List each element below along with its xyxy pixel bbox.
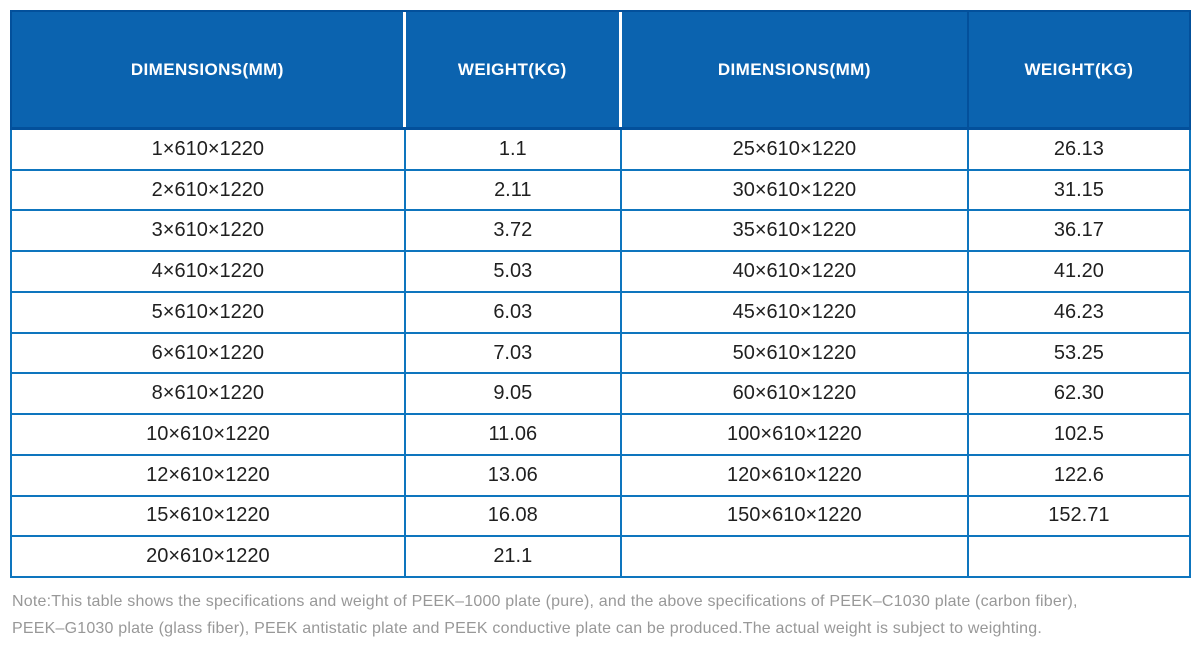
note-line-1: Note:This table shows the specifications…	[12, 593, 1078, 610]
weight-cell: 31.15	[1053, 178, 1104, 201]
table-row: 6×610×1220 7.03 50×610×1220 53.25	[12, 333, 1189, 375]
weight-cell: 53.25	[1053, 341, 1104, 364]
dimensions-cell	[622, 537, 969, 577]
dimensions-cell: 15×610×1220	[12, 496, 406, 536]
dimensions-cell: 45×610×1220	[622, 292, 969, 332]
dimensions-cell: 20×610×1220	[12, 537, 406, 577]
weight-cell: 3.72	[406, 211, 622, 251]
table-header-row: DIMENSIONS(MM) WEIGHT(KG) DIMENSIONS(MM)…	[10, 10, 1191, 130]
dimensions-cell: 30×610×1220	[622, 170, 969, 210]
dimensions-cell: 100×610×1220	[622, 415, 969, 454]
table-row: 20×610×1220 21.1	[12, 537, 1189, 577]
weight-cell: 26.13	[1053, 137, 1104, 160]
header-weight-left: WEIGHT(KG)	[405, 12, 622, 127]
table-row: 8×610×1220 9.05 60×610×1220 62.30	[12, 374, 1189, 416]
dimensions-cell: 6×610×1220	[12, 333, 406, 373]
dimensions-cell: 4×610×1220	[12, 252, 406, 291]
dimensions-cell: 35×610×1220	[622, 211, 969, 251]
dimensions-cell: 50×610×1220	[622, 333, 969, 373]
weight-cell: 13.06	[406, 455, 622, 495]
weight-cell: 5.03	[406, 252, 622, 291]
dimensions-cell: 10×610×1220	[12, 415, 406, 454]
dimensions-cell: 25×610×1220	[622, 130, 969, 169]
header-weight-right: WEIGHT(KG)	[968, 12, 1189, 127]
header-dimensions-right: DIMENSIONS(MM)	[621, 12, 969, 127]
dimensions-cell: 150×610×1220	[622, 496, 969, 536]
dimensions-cell: 8×610×1220	[12, 374, 406, 414]
weight-cell: 36.17	[1053, 219, 1104, 242]
table-row: 1×610×1220 1.1 25×610×1220 26.13	[12, 130, 1189, 171]
header-dimensions-left: DIMENSIONS(MM)	[12, 12, 406, 127]
peek-plate-spec-table: DIMENSIONS(MM) WEIGHT(KG) DIMENSIONS(MM)…	[10, 10, 1191, 578]
weight-cell: 41.20	[1053, 260, 1104, 283]
note-text: Note:This table shows the specifications…	[12, 588, 1192, 642]
weight-cell: 122.6	[1053, 463, 1104, 486]
note-line-2: PEEK–G1030 plate (glass fiber), PEEK ant…	[12, 620, 1042, 637]
table-row: 2×610×1220 2.11 30×610×1220 31.15	[12, 170, 1189, 212]
dimensions-cell: 2×610×1220	[12, 170, 406, 210]
table-row: 4×610×1220 5.03 40×610×1220 41.20	[12, 252, 1189, 293]
weight-cell: 2.11	[406, 170, 622, 210]
weight-cell: 6.03	[406, 292, 622, 332]
table-row: 5×610×1220 6.03 45×610×1220 46.23	[12, 292, 1189, 334]
weight-cell: 16.08	[406, 496, 622, 536]
table-row: 3×610×1220 3.72 35×610×1220 36.17	[12, 211, 1189, 253]
dimensions-cell: 12×610×1220	[12, 455, 406, 495]
table-row: 15×610×1220 16.08 150×610×1220 152.71	[12, 496, 1189, 538]
dimensions-cell: 40×610×1220	[622, 252, 969, 291]
weight-cell: 9.05	[406, 374, 622, 414]
weight-cell: 46.23	[1053, 300, 1104, 323]
weight-cell	[969, 537, 1189, 576]
table-row: 10×610×1220 11.06 100×610×1220 102.5	[12, 415, 1189, 456]
weight-cell: 7.03	[406, 333, 622, 373]
weight-cell: 62.30	[1053, 382, 1104, 405]
dimensions-cell: 1×610×1220	[12, 130, 406, 169]
weight-cell: 102.5	[1053, 423, 1104, 445]
table-body: 1×610×1220 1.1 25×610×1220 26.13 2×610×1220 2…	[10, 130, 1191, 578]
dimensions-cell: 120×610×1220	[622, 455, 969, 495]
weight-cell: 1.1	[406, 130, 622, 169]
table-row: 12×610×1220 13.06 120×610×1220 122.6	[12, 455, 1189, 497]
dimensions-cell: 60×610×1220	[622, 374, 969, 414]
weight-cell: 21.1	[406, 537, 622, 577]
weight-cell: 152.71	[1048, 504, 1110, 527]
dimensions-cell: 5×610×1220	[12, 292, 406, 332]
weight-cell: 11.06	[406, 415, 622, 454]
dimensions-cell: 3×610×1220	[12, 211, 406, 251]
